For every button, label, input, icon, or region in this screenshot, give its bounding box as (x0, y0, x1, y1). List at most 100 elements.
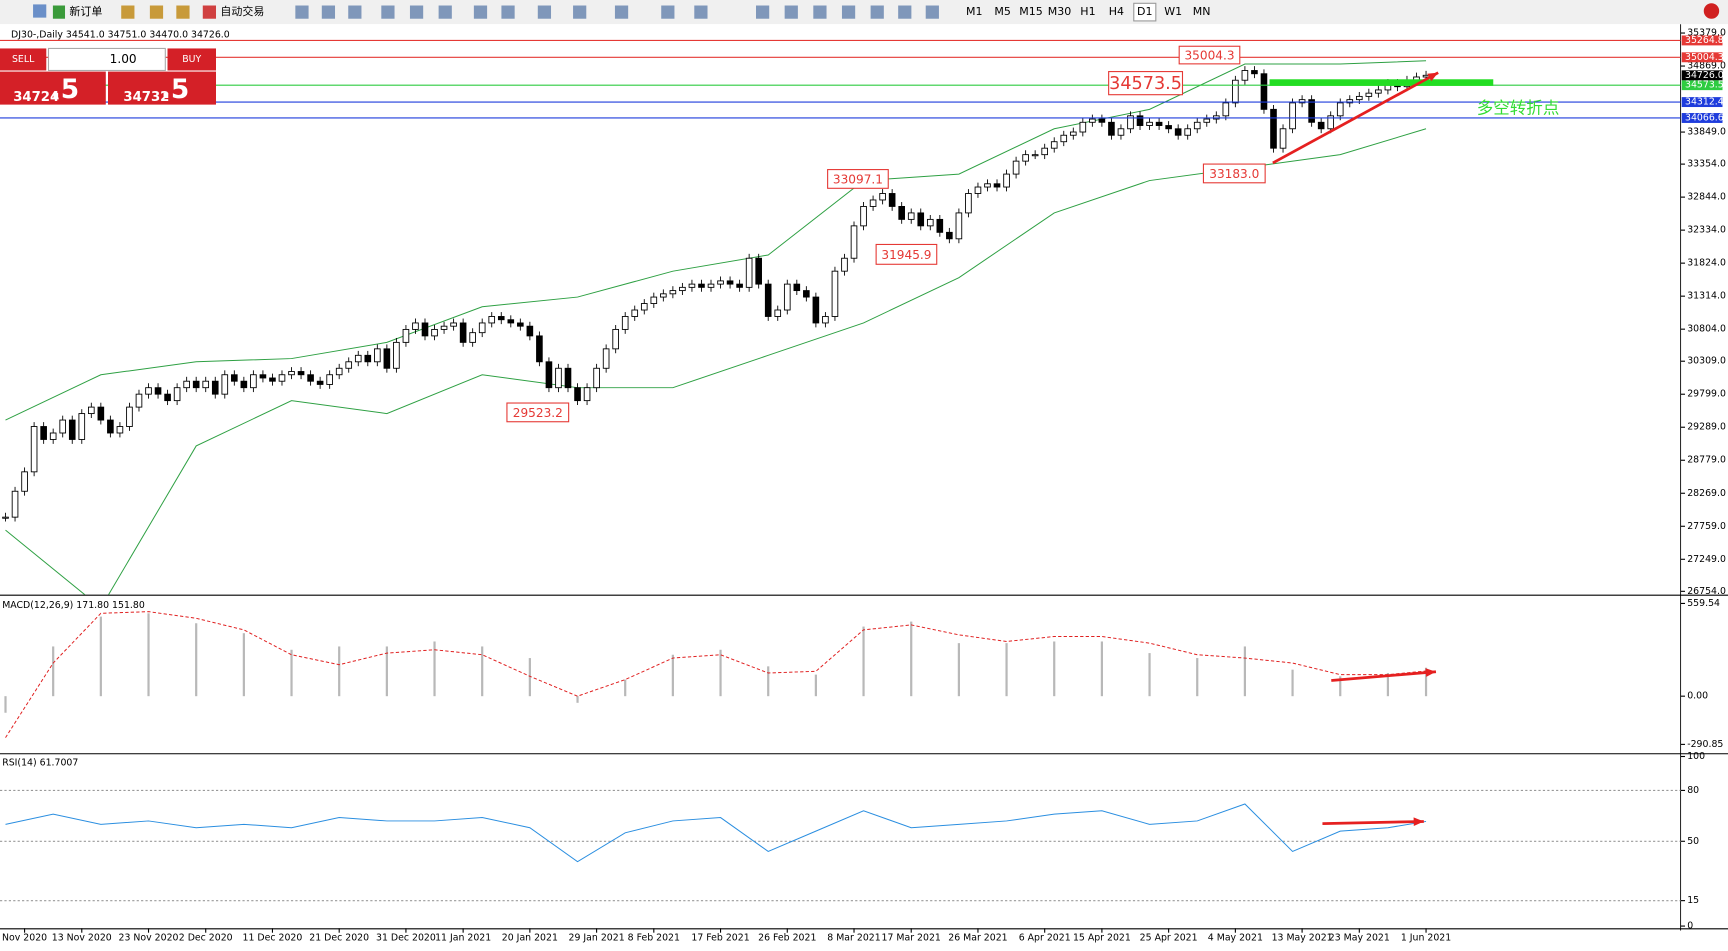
level-tag (1681, 52, 1723, 63)
candle (993, 183, 1001, 188)
icon[interactable] (321, 5, 336, 19)
notification (1703, 3, 1720, 19)
candle (30, 426, 38, 473)
lot-value: 1.00 (110, 52, 137, 66)
annotation: 33183.0 (1209, 167, 1259, 181)
candle (88, 406, 95, 415)
candle (907, 212, 915, 220)
icon[interactable] (694, 5, 708, 19)
candle (917, 212, 925, 227)
icon[interactable] (537, 5, 552, 19)
candle (364, 354, 372, 363)
x-tick-label: 21 Dec 2020 (309, 933, 369, 944)
candle (316, 380, 324, 385)
macd-bar (528, 658, 531, 697)
candle (1355, 95, 1363, 101)
x-tick-label: 1 Jun 2021 (1401, 933, 1451, 944)
price-plot (2, 60, 1430, 595)
level-tag (1681, 113, 1723, 123)
annotation-box (506, 402, 570, 423)
timeframe-button[interactable]: M5 (994, 5, 1011, 18)
level-tag (1681, 97, 1723, 108)
sell-button[interactable] (0, 48, 47, 71)
icon[interactable] (473, 5, 488, 19)
y-tick-label: 30804.0 (1687, 324, 1726, 335)
y-tick-label: 80 (1687, 785, 1699, 796)
macd-bar (147, 613, 150, 697)
candle (660, 293, 667, 298)
timeframe-button[interactable]: D1 (1137, 5, 1152, 18)
candle (1146, 121, 1153, 126)
ask-box (108, 71, 216, 105)
candle (926, 218, 934, 227)
candle (936, 218, 944, 233)
icon[interactable] (409, 5, 424, 19)
candle (383, 348, 391, 369)
annotation: 34573.5 (1109, 74, 1182, 94)
button-label[interactable]: 自动交易 (220, 4, 264, 18)
icon[interactable] (121, 5, 135, 19)
x-tick-label: 8 Mar 2021 (827, 933, 880, 944)
candle (1069, 131, 1077, 136)
button[interactable] (50, 3, 111, 21)
sell-label[interactable]: SELL (12, 54, 35, 65)
candle (1060, 134, 1068, 143)
lot-input[interactable] (47, 47, 166, 72)
candle (898, 206, 905, 220)
icon[interactable] (756, 5, 770, 19)
timeframe-button[interactable]: H4 (1109, 5, 1124, 18)
timeframe-button[interactable]: W1 (1164, 5, 1182, 18)
icon[interactable] (381, 5, 395, 19)
candle (745, 257, 753, 288)
candle (822, 316, 829, 324)
candle (974, 186, 982, 194)
candle (1012, 160, 1020, 175)
candle (11, 490, 19, 518)
icon[interactable] (841, 5, 856, 19)
candle (1289, 102, 1296, 130)
timeframe-button[interactable]: M30 (1048, 5, 1072, 18)
level-tag (1681, 35, 1723, 46)
candle (288, 371, 295, 376)
macd-bar (767, 666, 770, 697)
icon[interactable] (295, 5, 309, 19)
icon[interactable] (614, 5, 629, 19)
price-tag (1681, 70, 1723, 81)
candle (583, 387, 591, 402)
candle (984, 183, 991, 188)
candle (1108, 121, 1115, 136)
icon[interactable] (149, 5, 164, 19)
icon (33, 4, 47, 18)
candle (154, 387, 162, 395)
y-tick-label: 33849.0 (1687, 127, 1726, 138)
candle (888, 193, 896, 207)
y-tick-label: 31824.0 (1687, 258, 1726, 269)
timeframe-button[interactable]: H1 (1080, 5, 1095, 18)
icon[interactable] (573, 5, 587, 19)
candle (1050, 141, 1058, 149)
icon[interactable] (661, 5, 675, 19)
icon[interactable] (348, 5, 362, 19)
candle (278, 374, 286, 382)
icon[interactable] (176, 5, 190, 19)
icon[interactable] (501, 5, 515, 19)
icon[interactable] (870, 5, 884, 19)
macd-bar (1424, 667, 1428, 697)
candle (793, 283, 801, 292)
icon[interactable] (813, 5, 827, 19)
y-tick-label: -290.85 (1687, 739, 1723, 750)
timeframe-button[interactable]: M15 (1019, 5, 1043, 18)
candle (1222, 102, 1230, 117)
y-tick-label: 29799.0 (1687, 389, 1726, 400)
buy-button[interactable] (167, 48, 216, 71)
buy-label[interactable]: BUY (182, 54, 201, 65)
x-tick-label: 15 Apr 2021 (1073, 933, 1131, 944)
annotation-box (827, 169, 889, 189)
icon[interactable] (925, 5, 939, 19)
icon[interactable] (898, 5, 912, 19)
timeframe-button[interactable]: M1 (966, 5, 983, 18)
icon[interactable] (784, 5, 798, 19)
icon[interactable] (438, 5, 452, 19)
candle (602, 348, 610, 369)
timeframe-button[interactable]: MN (1193, 5, 1211, 18)
